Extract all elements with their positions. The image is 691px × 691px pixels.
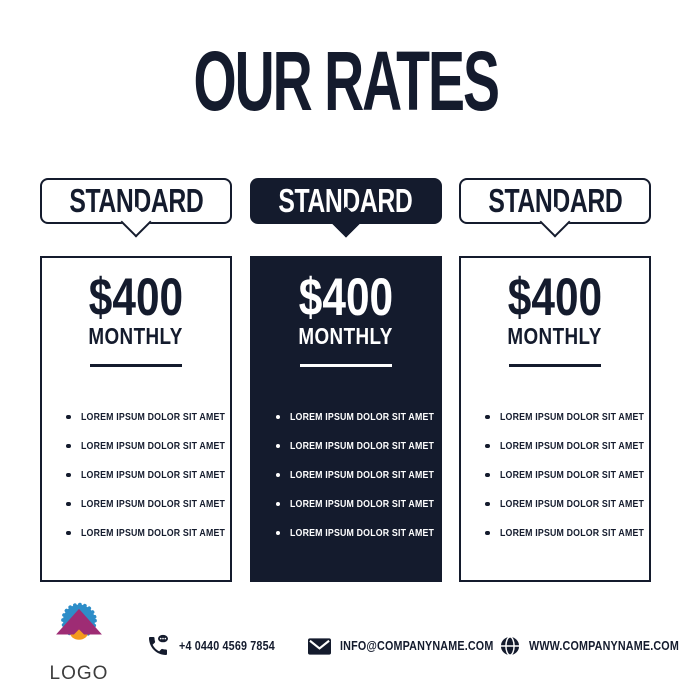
phone-contact: +4 0440 4569 7854: [146, 632, 291, 660]
list-item: LOREM IPSUM DOLOR SIT AMET: [66, 403, 230, 432]
bullet-dot-icon: [66, 443, 71, 449]
envelope-icon: [308, 637, 331, 655]
company-logo: LOGO: [44, 597, 114, 685]
plan-3-price-text: $400: [507, 268, 603, 327]
feature-text: LOREM IPSUM DOLOR SIT AMET: [499, 440, 644, 452]
phone-number: +4 0440 4569 7854: [179, 639, 275, 653]
list-item: LOREM IPSUM DOLOR SIT AMET: [485, 461, 649, 490]
page-title: OUR RATES: [0, 34, 691, 128]
plan-1-tab: STANDARD: [40, 178, 232, 238]
email-address: INFO@COMPANYNAME.COM: [340, 639, 494, 653]
feature-text: LOREM IPSUM DOLOR SIT AMET: [80, 440, 225, 452]
plan-2-card: $400 MONTHLY LOREM IPSUM DOLOR SIT AMET …: [249, 256, 442, 582]
list-item: LOREM IPSUM DOLOR SIT AMET: [66, 461, 230, 490]
list-item: LOREM IPSUM DOLOR SIT AMET: [275, 519, 440, 548]
plan-2-price: $400: [252, 268, 440, 327]
feature-text: LOREM IPSUM DOLOR SIT AMET: [499, 498, 644, 510]
list-item: LOREM IPSUM DOLOR SIT AMET: [66, 432, 230, 461]
bullet-dot-icon: [275, 414, 280, 420]
plan-2-price-text: $400: [298, 268, 393, 327]
list-item: LOREM IPSUM DOLOR SIT AMET: [275, 432, 440, 461]
feature-text: LOREM IPSUM DOLOR SIT AMET: [499, 411, 644, 423]
plan-3-period-text: MONTHLY: [507, 323, 603, 349]
list-item: LOREM IPSUM DOLOR SIT AMET: [485, 490, 649, 519]
bullet-dot-icon: [485, 443, 490, 449]
divider: [90, 364, 182, 367]
feature-text: LOREM IPSUM DOLOR SIT AMET: [80, 469, 225, 481]
feature-text: LOREM IPSUM DOLOR SIT AMET: [80, 498, 225, 510]
bullet-dot-icon: [275, 530, 280, 536]
list-item: LOREM IPSUM DOLOR SIT AMET: [485, 403, 649, 432]
plan-2-feature-list: LOREM IPSUM DOLOR SIT AMET LOREM IPSUM D…: [252, 403, 440, 548]
plan-3-tab: STANDARD: [459, 178, 651, 238]
logo-label: LOGO: [49, 663, 109, 684]
feature-text: LOREM IPSUM DOLOR SIT AMET: [499, 469, 644, 481]
list-item: LOREM IPSUM DOLOR SIT AMET: [275, 490, 440, 519]
plan-column-3: STANDARD $400 MONTHLY LOREM IPSUM DOLOR …: [459, 178, 651, 582]
plan-3-card: $400 MONTHLY LOREM IPSUM DOLOR SIT AMET …: [459, 256, 651, 582]
bullet-dot-icon: [275, 472, 280, 478]
plan-3-feature-list: LOREM IPSUM DOLOR SIT AMET LOREM IPSUM D…: [461, 403, 649, 548]
website-url: WWW.COMPANYNAME.COM: [529, 639, 679, 653]
plan-3-period: MONTHLY: [461, 324, 649, 348]
feature-text: LOREM IPSUM DOLOR SIT AMET: [80, 527, 225, 539]
plan-column-1: STANDARD $400 MONTHLY LOREM IPSUM DOLOR …: [40, 178, 232, 582]
plan-2-period-text: MONTHLY: [298, 323, 393, 349]
list-item: LOREM IPSUM DOLOR SIT AMET: [485, 519, 649, 548]
email-contact: INFO@COMPANYNAME.COM: [308, 632, 518, 660]
feature-text: LOREM IPSUM DOLOR SIT AMET: [80, 411, 225, 423]
plan-1-period: MONTHLY: [42, 324, 230, 348]
bullet-dot-icon: [66, 530, 71, 536]
pricing-columns: STANDARD $400 MONTHLY LOREM IPSUM DOLOR …: [40, 178, 651, 582]
page-title-text: OUR RATES: [193, 34, 500, 128]
plan-1-feature-list: LOREM IPSUM DOLOR SIT AMET LOREM IPSUM D…: [42, 403, 230, 548]
list-item: LOREM IPSUM DOLOR SIT AMET: [66, 519, 230, 548]
feature-text: LOREM IPSUM DOLOR SIT AMET: [290, 440, 435, 452]
feature-text: LOREM IPSUM DOLOR SIT AMET: [290, 527, 435, 539]
list-item: LOREM IPSUM DOLOR SIT AMET: [66, 490, 230, 519]
list-item: LOREM IPSUM DOLOR SIT AMET: [275, 403, 440, 432]
phone-chat-icon: [146, 634, 170, 658]
list-item: LOREM IPSUM DOLOR SIT AMET: [485, 432, 649, 461]
feature-text: LOREM IPSUM DOLOR SIT AMET: [290, 411, 435, 423]
feature-text: LOREM IPSUM DOLOR SIT AMET: [290, 469, 435, 481]
plan-2-tab: STANDARD: [249, 178, 442, 238]
globe-icon: [500, 636, 520, 656]
website-contact: WWW.COMPANYNAME.COM: [500, 632, 691, 660]
bullet-dot-icon: [275, 501, 280, 507]
plan-2-period: MONTHLY: [252, 324, 440, 348]
bullet-dot-icon: [275, 443, 280, 449]
plan-column-2: STANDARD $400 MONTHLY LOREM IPSUM DOLOR …: [249, 178, 442, 582]
plan-1-card: $400 MONTHLY LOREM IPSUM DOLOR SIT AMET …: [40, 256, 232, 582]
bullet-dot-icon: [485, 414, 490, 420]
feature-text: LOREM IPSUM DOLOR SIT AMET: [499, 527, 644, 539]
list-item: LOREM IPSUM DOLOR SIT AMET: [275, 461, 440, 490]
divider: [299, 364, 392, 367]
bullet-dot-icon: [66, 501, 71, 507]
bullet-dot-icon: [485, 501, 490, 507]
plan-1-period-text: MONTHLY: [88, 323, 184, 349]
bullet-dot-icon: [66, 472, 71, 478]
plan-1-price: $400: [42, 268, 230, 327]
plan-1-price-text: $400: [88, 268, 184, 327]
bullet-dot-icon: [485, 472, 490, 478]
divider: [509, 364, 601, 367]
bullet-dot-icon: [66, 414, 71, 420]
logo-icon: [56, 602, 102, 640]
plan-3-price: $400: [461, 268, 649, 327]
feature-text: LOREM IPSUM DOLOR SIT AMET: [290, 498, 435, 510]
bullet-dot-icon: [485, 530, 490, 536]
